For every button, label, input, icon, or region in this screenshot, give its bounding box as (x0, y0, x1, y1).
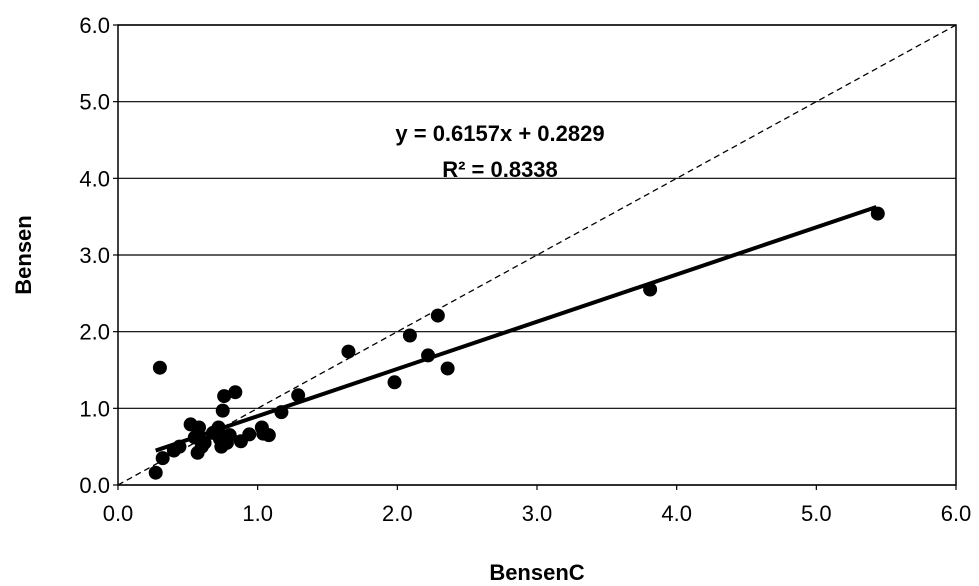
x-tick-label: 0.0 (103, 501, 134, 526)
data-point (152, 360, 167, 375)
y-tick-label: 2.0 (79, 320, 110, 345)
x-tick-label: 3.0 (522, 501, 553, 526)
x-tick-label: 5.0 (801, 501, 832, 526)
data-point (274, 405, 289, 420)
x-tick-label: 6.0 (941, 501, 972, 526)
data-point (261, 428, 276, 443)
data-point (148, 465, 163, 480)
y-tick-label: 0.0 (79, 473, 110, 498)
data-point (192, 420, 207, 435)
data-point (217, 389, 232, 404)
data-point (242, 427, 257, 442)
y-tick-label: 6.0 (79, 13, 110, 38)
trendline-equation: y = 0.6157x + 0.2829 (395, 121, 604, 146)
data-point (211, 420, 226, 435)
data-point (870, 206, 885, 221)
data-point (215, 403, 230, 418)
x-tick-label: 1.0 (242, 501, 273, 526)
regression-line (155, 205, 878, 453)
data-point (440, 361, 455, 376)
y-tick-label: 1.0 (79, 396, 110, 421)
data-point (172, 439, 187, 454)
x-axis-title: BensenC (489, 560, 584, 585)
data-point (341, 344, 356, 359)
data-point (291, 388, 306, 403)
data-point (430, 308, 445, 323)
data-point (421, 348, 436, 363)
data-point (402, 328, 417, 343)
data-point (387, 375, 402, 390)
data-point (222, 428, 237, 443)
plot-frame (117, 24, 957, 486)
y-tick-label: 5.0 (79, 90, 110, 115)
trendline-layer (155, 205, 878, 453)
tick-labels: 0.0 1.0 2.0 3.0 4.0 5.0 6.0 0.0 1.0 2.0 3.0 4.0 5.0 6… (79, 13, 971, 526)
data-point (228, 385, 243, 400)
r-squared-label: R² = 0.8338 (442, 157, 558, 182)
data-points (148, 206, 885, 480)
x-tick-label: 4.0 (661, 501, 692, 526)
y-tick-label: 3.0 (79, 243, 110, 268)
y-axis-title: Bensen (11, 215, 36, 294)
data-point (643, 282, 658, 297)
data-point (155, 451, 170, 466)
data-point (197, 435, 212, 450)
x-tick-label: 2.0 (382, 501, 413, 526)
y-tick-label: 4.0 (79, 166, 110, 191)
